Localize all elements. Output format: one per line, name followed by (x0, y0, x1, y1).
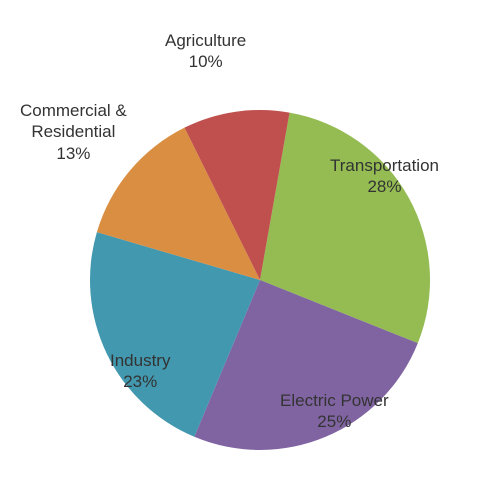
pie-chart-container: Transportation28%Electric Power25%Indust… (0, 0, 500, 500)
pie-chart-svg (0, 0, 500, 500)
